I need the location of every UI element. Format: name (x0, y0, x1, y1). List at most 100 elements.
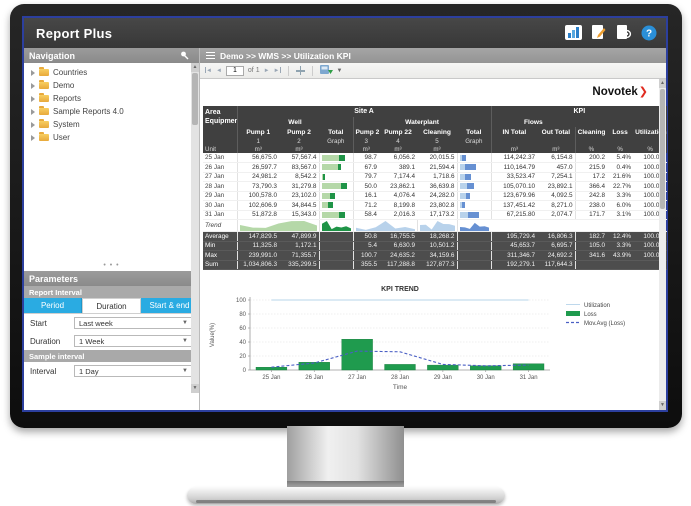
kpi-table-body: 25 Jan 56,675.0 57,567.4 98.7 6,056.2 20,015.… (203, 153, 668, 270)
column-header-pump-2: Pump 2 (279, 127, 319, 137)
group-header-kpi: KPI (490, 106, 668, 117)
monitor-stand-neck (287, 426, 404, 490)
table-row: 31 Jan 51,872.8 15,343.0 58.4 2,016.3 17,173.… (203, 210, 668, 220)
pin-icon[interactable] (180, 51, 189, 60)
table-cell: 366.4 (574, 181, 608, 192)
table-cell: 6,056.2 (379, 153, 417, 163)
trend-row-label: Trend (203, 219, 237, 232)
expand-arrow-icon[interactable] (31, 134, 35, 141)
export-dropdown-caret[interactable]: ▼ (336, 67, 343, 74)
trend-sparkline (355, 221, 415, 231)
content-scroll-up-icon[interactable]: ▲ (659, 79, 666, 88)
section-header-well: Well (236, 117, 353, 127)
row-label: 26 Jan (203, 162, 237, 173)
content-scrollbar-thumb[interactable] (660, 89, 665, 209)
table-cell: 3.1% (607, 210, 634, 220)
tab-duration[interactable]: Duration (82, 298, 141, 313)
expand-arrow-icon[interactable] (31, 121, 35, 128)
table-cell: 238.0 (574, 200, 608, 211)
section-header-waterplant: Waterplant (352, 117, 492, 127)
table-cell: 24,981.2 (236, 172, 279, 182)
table-cell: 23,102.0 (279, 191, 319, 201)
share-report-icon[interactable] (614, 24, 633, 41)
svg-text:Mov.Avg (Loss): Mov.Avg (Loss) (584, 321, 625, 327)
menu-icon[interactable] (206, 52, 215, 59)
page-number-input[interactable] (225, 65, 244, 76)
column-header-total: Total (457, 127, 492, 137)
table-cell: 10,501.2 (417, 241, 457, 251)
navigation-tree: Countries Demo Reports Sample Reports 4.0 Sy… (24, 63, 199, 263)
svg-text:31 Jan: 31 Jan (520, 375, 538, 381)
table-cell: 98.7 (352, 153, 379, 163)
monitor-stand-shadow (287, 481, 404, 489)
expand-arrow-icon[interactable] (31, 69, 35, 76)
start-select[interactable]: Last week ▼ (74, 317, 193, 329)
duration-select[interactable]: 1 Week ▼ (74, 335, 193, 347)
row-label: 31 Jan (203, 210, 237, 220)
table-cell: 73,790.3 (236, 181, 279, 192)
sidebar-item-countries[interactable]: Countries (24, 66, 199, 79)
table-cell: 71.2 (352, 200, 379, 211)
table-cell: 56,675.0 (236, 153, 279, 163)
form-row-duration: Duration 1 Week ▼ (24, 332, 199, 350)
sidebar-item-sample-reports-4-0[interactable]: Sample Reports 4.0 (24, 105, 199, 118)
scrollbar-thumb[interactable] (192, 73, 198, 125)
trend-row: Trend (203, 219, 668, 232)
svg-text:27 Jan: 27 Jan (348, 375, 366, 381)
sidebar-item-reports[interactable]: Reports (24, 92, 199, 105)
stacked-bar (321, 183, 351, 190)
stacked-bar (459, 173, 489, 180)
table-cell: 24,635.2 (379, 250, 417, 261)
sidebar-item-system[interactable]: System (24, 118, 199, 131)
help-icon[interactable]: ? (639, 24, 658, 41)
row-label: 27 Jan (203, 172, 237, 182)
sidebar-item-user[interactable]: User (24, 131, 199, 144)
next-page-button[interactable]: ► (263, 67, 270, 74)
panel-resize-handle[interactable]: • • • (103, 262, 120, 269)
interval-select[interactable]: 1 Day ▼ (74, 365, 193, 377)
export-icon[interactable] (319, 64, 333, 77)
stacked-bar (321, 154, 351, 161)
svg-text:25 Jan: 25 Jan (262, 375, 280, 381)
table-cell: 50.8 (352, 231, 379, 242)
select-value: Last week (79, 318, 113, 328)
trend-sparkline (239, 221, 317, 231)
column-header-area-equipment: AreaEquipment (203, 106, 237, 145)
table-cell: 110,164.79 (490, 162, 538, 173)
sidebar-item-demo[interactable]: Demo (24, 79, 199, 92)
sidebar-scrollbar[interactable]: ▲ ▼ (191, 63, 199, 393)
prev-page-button[interactable]: ◄ (215, 67, 222, 74)
table-cell: 3.3% (607, 191, 634, 201)
table-cell: 4,076.4 (379, 191, 417, 201)
table-cell: 341.6 (574, 250, 608, 261)
first-page-button[interactable]: ◄ (205, 67, 212, 74)
last-page-button[interactable]: ► (273, 67, 281, 74)
table-cell: 47,899.9 (279, 231, 319, 242)
expand-arrow-icon[interactable] (31, 95, 35, 102)
scroll-down-icon[interactable]: ▼ (191, 384, 199, 393)
row-label: Sum (203, 260, 237, 270)
content-scrollbar[interactable]: ▲ ▼ (659, 79, 666, 410)
expand-arrow-icon[interactable] (31, 108, 35, 115)
tab-period[interactable]: Period (24, 298, 82, 313)
bar-chart-icon[interactable] (564, 24, 583, 41)
table-cell: 8,271.0 (537, 200, 576, 211)
table-cell: 20,015.5 (417, 153, 457, 163)
content-scroll-down-icon[interactable]: ▼ (659, 401, 666, 410)
table-cell: 239,991.0 (236, 250, 279, 261)
expand-arrow-icon[interactable] (31, 82, 35, 89)
svg-text:30 Jan: 30 Jan (477, 375, 495, 381)
refresh-icon[interactable] (295, 66, 305, 75)
navigation-header-label: Navigation (29, 50, 76, 61)
trend-sparkline (459, 222, 490, 231)
table-row: Max 239,991.0 71,355.7 100.7 24,635.2 34,159.… (203, 250, 668, 261)
field-label: Duration (30, 336, 61, 346)
sidebar-item-label: Demo (53, 81, 75, 90)
table-cell: 36,639.8 (417, 181, 457, 192)
svg-text:80: 80 (239, 312, 246, 318)
table-cell: 58.4 (352, 210, 379, 220)
edit-report-icon[interactable] (589, 24, 608, 41)
folder-icon (39, 106, 49, 115)
scroll-up-icon[interactable]: ▲ (191, 63, 199, 72)
